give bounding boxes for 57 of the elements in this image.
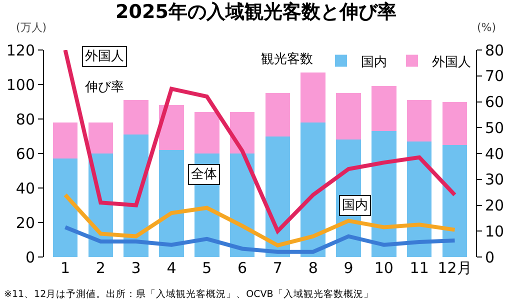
y2-tick-label: 70 xyxy=(485,67,504,86)
line-series xyxy=(63,225,457,254)
x-tick-label: 12月 xyxy=(438,259,472,277)
y2-tick-label: 80 xyxy=(485,41,504,60)
y2-axis-title: (%) xyxy=(477,21,496,34)
bar xyxy=(52,122,78,159)
bar xyxy=(159,150,184,257)
x-tick-label: 3 xyxy=(131,259,141,277)
text: ※11、12月は予測値。出所：県「入域観光客概況」、OCVB「入域観光客数概況」 xyxy=(4,288,374,300)
bar xyxy=(194,112,220,154)
y2-tick-label: 50 xyxy=(485,118,504,137)
line-series xyxy=(63,50,457,234)
y-tick-label: 40 xyxy=(16,179,35,198)
bar xyxy=(124,100,148,135)
legend-label: 国内 xyxy=(361,54,387,70)
annotation: 全体 xyxy=(191,167,217,182)
x-tick-label: 8 xyxy=(308,259,318,277)
y-tick-label: 100 xyxy=(6,76,35,94)
y2-tick-label: 40 xyxy=(485,144,504,163)
y2-tick-label: 30 xyxy=(485,170,504,189)
y-axis-title: (万人) xyxy=(16,21,47,34)
bar xyxy=(52,158,78,257)
x-tick-label: 1 xyxy=(60,259,70,277)
x-tick-label: 4 xyxy=(166,259,176,277)
annotation: 伸び率 xyxy=(84,79,124,95)
bar xyxy=(406,100,432,142)
y-tick-label: 0 xyxy=(25,248,35,266)
legend-label: 外国人 xyxy=(432,54,471,70)
y2-tick-label: 20 xyxy=(485,196,504,214)
y-tick-label: 60 xyxy=(16,144,35,163)
x-tick-label: 6 xyxy=(238,259,248,277)
y2-tick-label: 0 xyxy=(485,248,495,266)
bar xyxy=(300,72,326,122)
annotation: 国内 xyxy=(342,198,368,213)
y2-tick-label: 60 xyxy=(485,93,504,111)
x-tick-label: 2 xyxy=(96,259,106,277)
bar xyxy=(442,144,468,257)
x-tick-label: 10 xyxy=(374,259,394,277)
line-series xyxy=(63,192,457,248)
y-tick-label: 80 xyxy=(16,110,35,128)
x-tick-label: 7 xyxy=(272,259,282,277)
y-tick-label: 120 xyxy=(6,41,35,60)
bar xyxy=(88,122,114,154)
y-tick-label: 20 xyxy=(16,214,35,232)
bar xyxy=(265,93,290,136)
y2-tick-label: 10 xyxy=(485,222,504,240)
x-tick-label: 9 xyxy=(344,259,354,277)
bar xyxy=(336,93,361,140)
bar xyxy=(442,102,468,145)
bar xyxy=(372,86,396,132)
annotation: 外国人 xyxy=(85,49,124,64)
bar xyxy=(372,131,396,257)
x-tick-label: 5 xyxy=(202,259,212,277)
x-tick-label: 11 xyxy=(410,259,429,277)
legend-title: 観光客数 xyxy=(261,50,313,67)
bar xyxy=(159,105,184,150)
chart-title: 2025年の入域観光客数と伸び率 xyxy=(116,0,396,23)
